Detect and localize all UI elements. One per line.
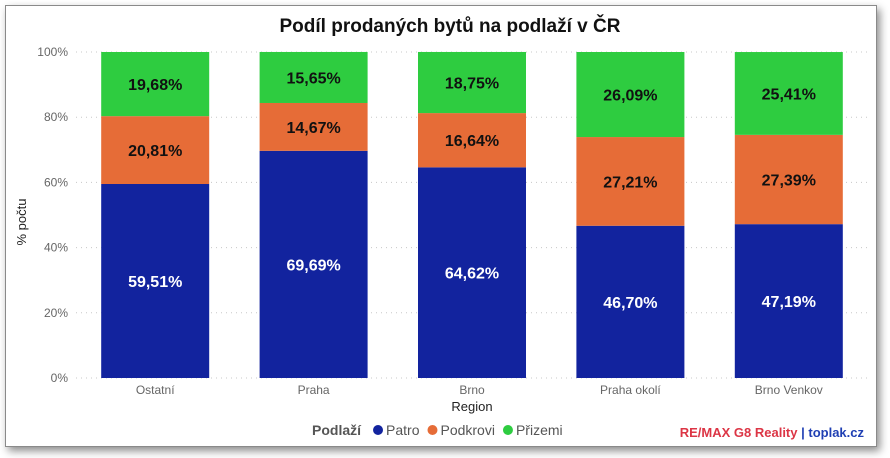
bar-patro-2 (418, 167, 526, 378)
bar-podkrovi-4 (734, 134, 843, 225)
legend-label-podkrovi: Podkrovi (440, 422, 494, 438)
bars-layer (101, 51, 843, 378)
x-axis-ticks: Ostatní Praha Brno Praha okolí Brno Venkov (136, 383, 823, 397)
bar-patro-0 (101, 183, 210, 378)
data-label: 69,69% (286, 257, 340, 274)
data-label: 16,64% (445, 133, 499, 150)
brand-separator: | (798, 425, 809, 440)
data-label: 64,62% (445, 266, 499, 283)
brand-watermark: RE/MAX G8 Reality | toplak.cz (680, 425, 865, 440)
y-tick-label: 80% (44, 110, 68, 124)
data-label: 27,21% (603, 174, 657, 191)
bar-patro-4 (734, 224, 843, 378)
data-label: 25,41% (762, 86, 816, 103)
bar-podkrovi-2 (418, 113, 526, 168)
bar-přizemi-2 (418, 51, 526, 114)
legend-marker-patro (373, 425, 384, 435)
data-label: 27,39% (762, 173, 816, 190)
brand-remax: RE/MAX G8 Reality (680, 425, 799, 440)
x-tick-label: Brno (459, 383, 485, 397)
bar-patro-1 (259, 150, 368, 378)
legend-label-patro: Patro (386, 422, 420, 438)
legend: Podlaží Patro Podkrovi Přizemi (312, 422, 563, 438)
y-axis-ticks: 0% 20% 40% 60% 80% 100% (37, 45, 68, 385)
data-label: 20,81% (128, 143, 182, 160)
data-label: 59,51% (128, 274, 182, 291)
chart-title: Podíl prodaných bytů na podlaží v ČR (280, 15, 621, 37)
bar-labels-layer: 59,51% 20,81% 19,68% 69,69% 14,67% 15,65% 64,6… (128, 70, 816, 311)
y-axis-title: % počtu (14, 199, 29, 246)
bar-podkrovi-0 (101, 116, 210, 184)
chart-frame: Podíl prodaných bytů na podlaží v ČR 0% 2… (5, 5, 877, 447)
x-tick-label: Praha okolí (600, 383, 661, 397)
y-tick-label: 60% (44, 175, 68, 189)
data-label: 18,75% (445, 76, 499, 93)
data-label: 14,67% (286, 120, 340, 137)
legend-title: Podlaží (312, 422, 362, 438)
x-axis-title: Region (451, 399, 492, 414)
y-tick-label: 40% (44, 241, 68, 255)
data-label: 19,68% (128, 77, 182, 94)
bar-přizemi-3 (576, 52, 685, 138)
y-tick-label: 20% (44, 306, 68, 320)
data-label: 26,09% (603, 88, 657, 105)
y-tick-label: 0% (51, 371, 69, 385)
brand-site: toplak.cz (808, 425, 864, 440)
bar-přizemi-0 (101, 52, 210, 117)
x-tick-label: Brno Venkov (755, 383, 823, 397)
bar-přizemi-1 (259, 51, 368, 103)
legend-label-přizemi: Přizemi (516, 422, 563, 438)
legend-marker-podkrovi (427, 425, 438, 435)
bar-přizemi-4 (734, 52, 843, 135)
chart-canvas: Podíl prodaných bytů na podlaží v ČR 0% 2… (14, 15, 868, 440)
x-tick-label: Ostatní (136, 383, 175, 397)
x-tick-label: Praha (298, 383, 330, 397)
bar-podkrovi-1 (259, 102, 368, 151)
data-label: 15,65% (286, 70, 340, 87)
data-label: 47,19% (762, 294, 816, 311)
bar-patro-3 (576, 225, 685, 378)
data-label: 46,70% (603, 295, 657, 312)
legend-marker-přizemi (502, 425, 513, 435)
bar-podkrovi-3 (576, 137, 685, 226)
y-tick-label: 100% (37, 45, 68, 59)
